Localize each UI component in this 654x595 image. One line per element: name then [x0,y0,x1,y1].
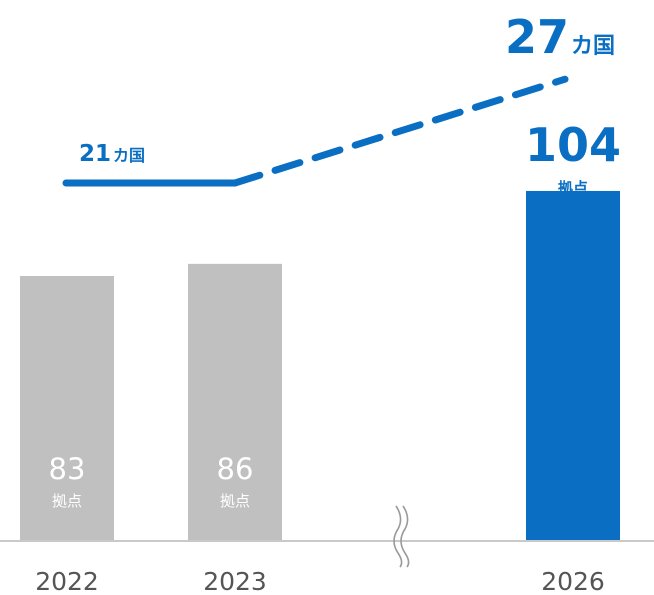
bar-unit-2026: 拠点 [558,179,588,197]
x-tick-2022: 2022 [35,567,99,595]
line-label-end: 27カ国 [505,10,615,64]
bar-value-2022: 83 [49,452,86,486]
country-line-group [62,75,569,187]
bar-value-2026: 104 [525,118,621,172]
line-dashed-segment [231,75,569,187]
x-tick-2026: 2026 [541,567,605,595]
bar-unit-2022: 拠点 [52,492,82,510]
axis-break-icon [393,505,410,568]
line-label-start: 21 カ国 [79,141,145,167]
bar-2026 [526,190,620,541]
bar-2022 [20,276,114,541]
bar-2023 [188,263,282,541]
labels-group: 2022 83 拠点 2023 86 拠点 2026 104 拠点 21 カ国 27カ国 [35,10,621,595]
bar-unit-2023: 拠点 [220,492,250,510]
x-tick-2023: 2023 [203,567,267,595]
bars-group [20,190,620,541]
bar-value-2023: 86 [217,452,254,486]
